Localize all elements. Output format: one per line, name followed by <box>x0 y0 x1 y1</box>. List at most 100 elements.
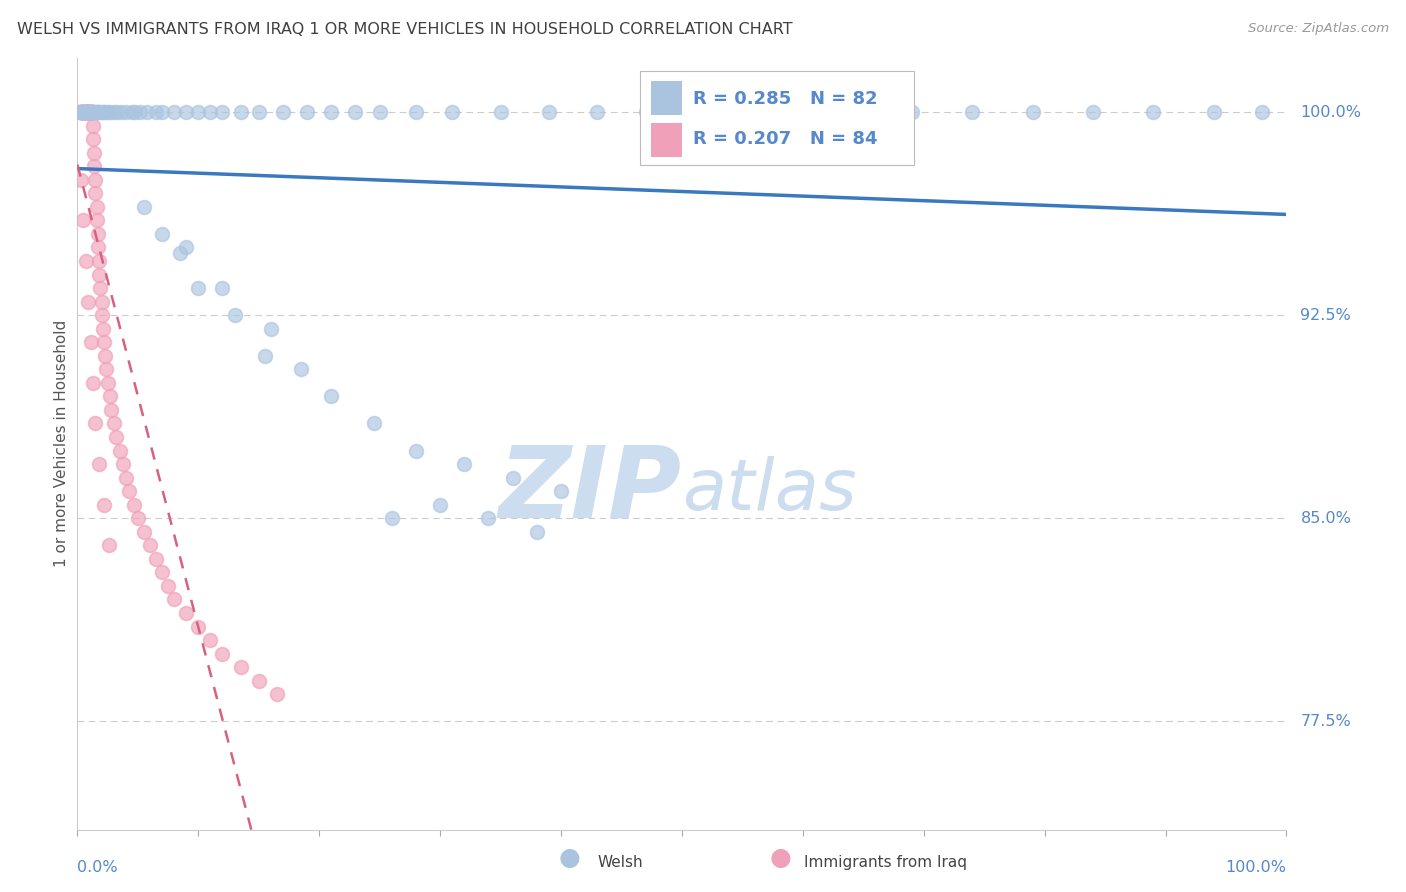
Point <box>145 105 167 120</box>
Point <box>586 105 609 120</box>
Point <box>114 470 136 484</box>
Text: atlas: atlas <box>682 456 856 524</box>
Point <box>91 105 114 120</box>
Point <box>110 105 132 120</box>
Point <box>77 105 100 120</box>
Point <box>70 105 93 120</box>
Point <box>960 105 983 120</box>
Text: 100.0%: 100.0% <box>1226 860 1286 875</box>
Point <box>163 105 186 120</box>
Point <box>87 268 110 282</box>
Text: Welsh: Welsh <box>598 855 643 870</box>
Point <box>80 105 103 120</box>
Point <box>127 511 149 525</box>
Point <box>405 443 427 458</box>
Point <box>169 246 191 260</box>
Point <box>139 538 162 552</box>
Point <box>118 484 141 499</box>
Point <box>124 105 146 120</box>
Point <box>70 105 93 120</box>
Point <box>79 105 101 120</box>
Point <box>83 145 105 160</box>
Point <box>163 592 186 607</box>
Text: Immigrants from Iraq: Immigrants from Iraq <box>804 855 967 870</box>
Point <box>73 105 96 120</box>
Point <box>79 105 101 120</box>
Point <box>79 335 101 350</box>
Point <box>136 105 159 120</box>
Point <box>211 281 233 295</box>
Point <box>80 105 103 120</box>
Point <box>145 551 167 566</box>
Point <box>114 105 136 120</box>
Point <box>363 417 385 431</box>
Point <box>96 105 118 120</box>
Point <box>100 403 122 417</box>
Point <box>90 308 112 322</box>
Point <box>537 105 560 120</box>
Point <box>70 105 93 120</box>
Text: WELSH VS IMMIGRANTS FROM IRAQ 1 OR MORE VEHICLES IN HOUSEHOLD CORRELATION CHART: WELSH VS IMMIGRANTS FROM IRAQ 1 OR MORE … <box>17 22 793 37</box>
Point <box>76 105 98 120</box>
Point <box>247 673 270 688</box>
Point <box>77 105 100 120</box>
Point <box>200 633 222 648</box>
Point <box>93 498 115 512</box>
Point <box>526 524 548 539</box>
Point <box>634 105 657 120</box>
Point <box>105 430 128 444</box>
Point <box>839 105 862 120</box>
Point <box>77 105 100 120</box>
Point <box>82 376 104 390</box>
Point <box>72 105 94 120</box>
Point <box>72 105 94 120</box>
Point <box>290 362 312 376</box>
Point <box>82 132 104 146</box>
Point <box>200 105 222 120</box>
Point <box>90 105 112 120</box>
Point <box>683 105 706 120</box>
Point <box>87 227 110 241</box>
Point <box>489 105 512 120</box>
Point <box>80 105 103 120</box>
Y-axis label: 1 or more Vehicles in Household: 1 or more Vehicles in Household <box>53 320 69 567</box>
Point <box>429 498 451 512</box>
Point <box>70 173 93 187</box>
Point <box>87 254 110 268</box>
Point <box>108 443 131 458</box>
Point <box>84 186 107 201</box>
Text: 0.0%: 0.0% <box>77 860 118 875</box>
Point <box>69 105 91 120</box>
Point <box>1142 105 1164 120</box>
Point <box>83 105 105 120</box>
Point <box>75 105 97 120</box>
Point <box>76 105 98 120</box>
Point <box>129 105 152 120</box>
Point <box>1021 105 1043 120</box>
Point <box>731 105 754 120</box>
Point <box>381 511 404 525</box>
Point <box>79 105 101 120</box>
Point <box>96 362 118 376</box>
Point <box>1202 105 1225 120</box>
Point <box>253 349 276 363</box>
Point <box>87 457 110 471</box>
Point <box>260 322 283 336</box>
Point <box>75 105 97 120</box>
Point <box>211 647 233 661</box>
Point <box>73 105 96 120</box>
Point <box>105 105 128 120</box>
Point <box>77 294 100 309</box>
Point <box>1081 105 1104 120</box>
Text: ●: ● <box>769 846 792 870</box>
Point <box>70 105 93 120</box>
Point <box>75 254 97 268</box>
Point <box>321 105 343 120</box>
Point <box>103 105 125 120</box>
Point <box>86 213 108 227</box>
Point <box>79 105 101 120</box>
Point <box>150 566 173 580</box>
Point <box>84 417 107 431</box>
Point <box>900 105 922 120</box>
Point <box>94 349 117 363</box>
